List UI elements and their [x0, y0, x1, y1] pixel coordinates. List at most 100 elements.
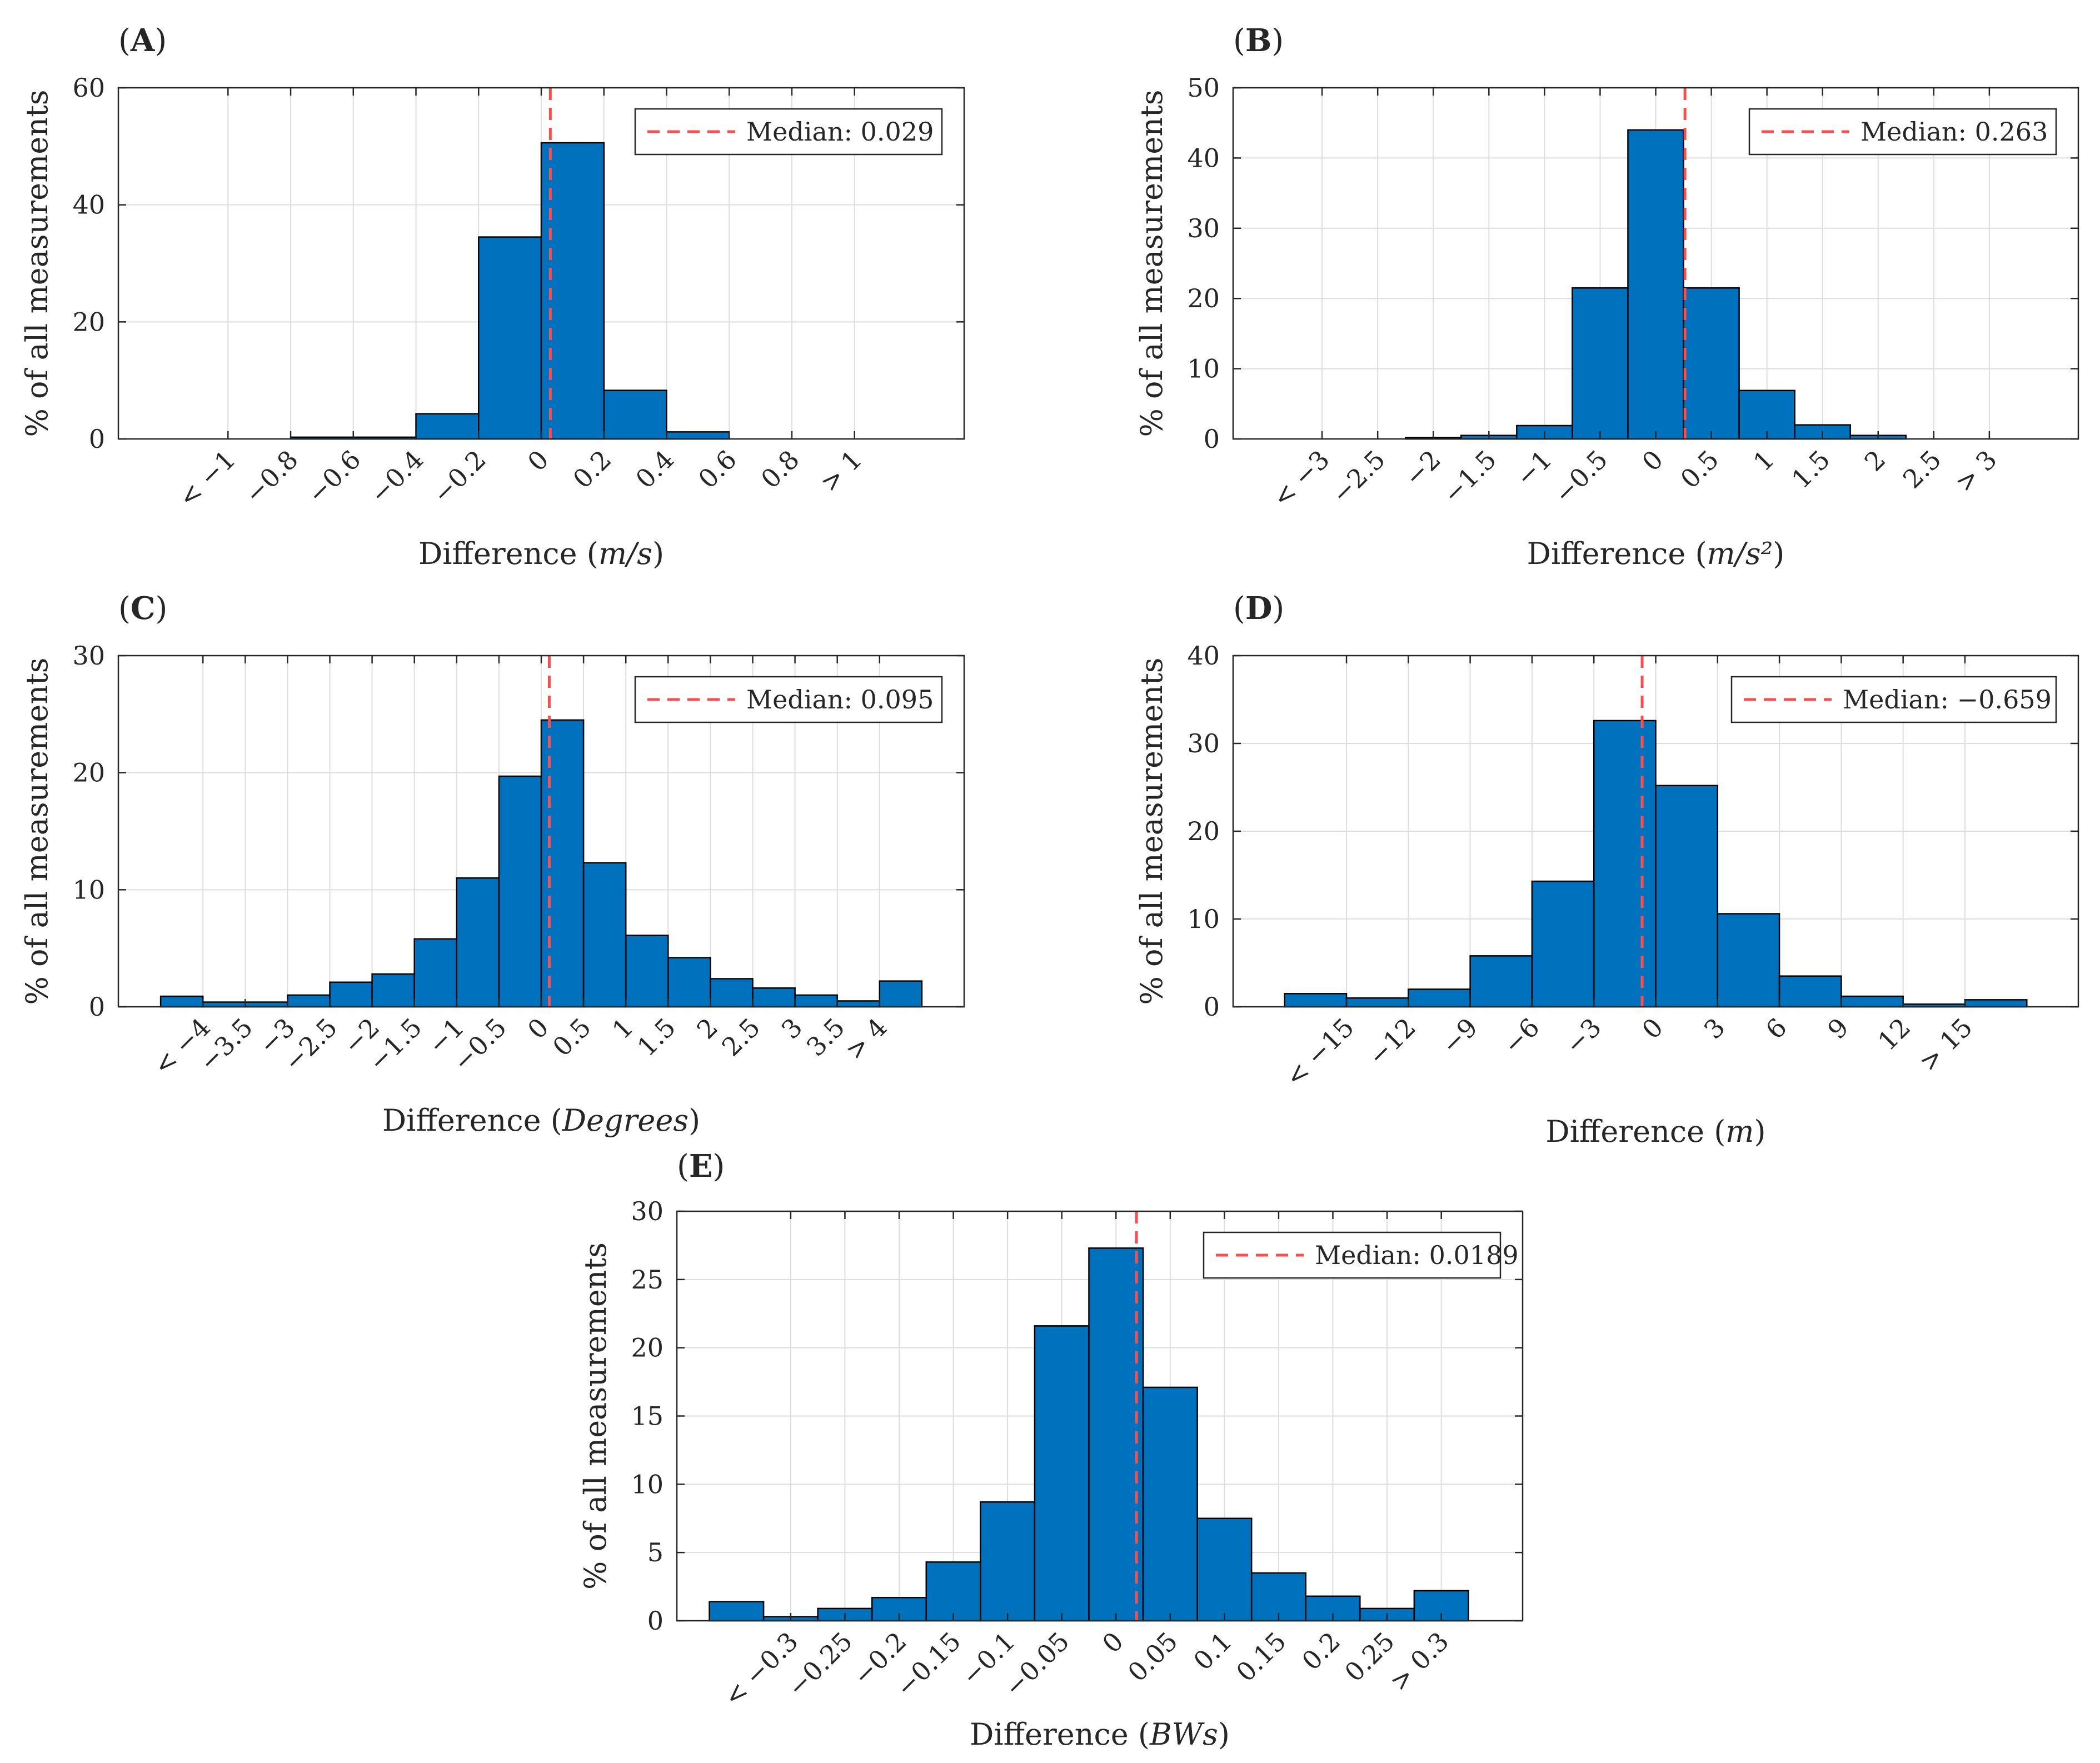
legend-median-label: Median: 0.263 — [1860, 117, 2048, 147]
x-tick-label: > 4 — [839, 1012, 892, 1066]
x-tick-label: −6 — [1498, 1012, 1545, 1060]
legend-median-label: Median: 0.095 — [746, 685, 934, 715]
x-tick-label: −1 — [1510, 445, 1558, 492]
x-tick-label: 0.15 — [1230, 1626, 1292, 1688]
legend: Median: 0.0189 — [1203, 1231, 1519, 1279]
x-tick-label: 0 — [522, 445, 555, 477]
histogram-bar — [879, 980, 923, 1008]
x-tick-label: > 3 — [1949, 445, 2002, 498]
x-axis-label: Difference (m) — [1545, 1114, 1765, 1149]
y-tick-label: 0 — [1204, 424, 1220, 454]
y-tick-label: 10 — [72, 875, 105, 905]
histogram-bar — [582, 862, 627, 1008]
x-tick-label: > 15 — [1913, 1012, 1978, 1077]
histogram-bar — [1345, 997, 1409, 1008]
x-tick-label: 0.2 — [567, 445, 617, 495]
histogram-bar — [456, 877, 500, 1008]
histogram-bar — [836, 1000, 881, 1008]
x-tick-label: −0.2 — [427, 445, 492, 510]
y-tick-label: 30 — [72, 641, 105, 671]
histogram-bar — [1840, 995, 1904, 1008]
x-tick-label: 0.4 — [630, 445, 680, 495]
y-axis-label: % of all measurements — [19, 89, 54, 437]
chart-panel-A: 0 20 40 60 < −1−0.8−0.6−0.4−0.2 0 0.2 0.4 0.6 0.8… — [19, 22, 965, 571]
x-tick-label: 0.2 — [1296, 1626, 1346, 1676]
x-tick-label: < −0.3 — [718, 1626, 804, 1712]
y-tick-label: 20 — [72, 758, 105, 788]
x-tick-label: 1 — [1748, 445, 1780, 477]
x-axis-label: Difference (BWs) — [970, 1717, 1230, 1752]
x-tick-label: > 0.3 — [1384, 1626, 1455, 1697]
x-tick-label: 0.6 — [692, 445, 742, 495]
histogram-bar — [1469, 955, 1533, 1008]
y-tick-label: 10 — [1187, 904, 1220, 934]
panel-label: (B) — [1233, 22, 1284, 59]
legend: Median: 0.029 — [634, 108, 943, 156]
legend: Median: 0.095 — [634, 676, 943, 723]
y-tick-label: 30 — [1187, 213, 1220, 243]
histogram-bar — [1572, 287, 1629, 440]
x-tick-label: > 1 — [814, 445, 867, 498]
histogram-bar — [415, 413, 480, 440]
x-tick-label: 3 — [1698, 1012, 1731, 1045]
histogram-bar — [1250, 1572, 1306, 1622]
x-tick-label: −1.5 — [1437, 445, 1502, 510]
legend: Median: −0.659 — [1730, 676, 2057, 723]
y-tick-label: 20 — [631, 1333, 664, 1363]
legend-box — [1203, 1231, 1502, 1279]
legend-box — [634, 676, 943, 723]
y-tick-label: 0 — [647, 1606, 664, 1636]
histogram-bar — [245, 1001, 288, 1008]
histogram-bar — [1284, 993, 1348, 1008]
y-axis-label: % of all measurements — [1134, 657, 1169, 1005]
x-tick-label: 0 — [1636, 445, 1669, 477]
histogram-bar — [925, 1561, 981, 1622]
histogram-bar — [1531, 880, 1595, 1008]
legend-median-label: Median: 0.0189 — [1315, 1240, 1519, 1270]
histogram-bar — [540, 719, 585, 1008]
x-tick-label: −12 — [1362, 1012, 1421, 1072]
x-tick-label: 1.5 — [631, 1012, 681, 1062]
legend-box — [1748, 108, 2057, 156]
y-tick-label: 60 — [72, 73, 105, 103]
histogram-bar — [794, 994, 838, 1008]
histogram-bar — [1034, 1325, 1090, 1622]
histogram-bar — [1142, 1386, 1198, 1622]
y-tick-label: 20 — [72, 307, 105, 337]
y-tick-label: 0 — [89, 424, 105, 454]
histogram-bar — [625, 935, 669, 1008]
x-tick-label: 2 — [1859, 445, 1892, 477]
histogram-bar — [159, 995, 204, 1008]
x-tick-label: < −1 — [172, 445, 241, 513]
histogram-bar — [710, 978, 754, 1008]
x-tick-label: 6 — [1760, 1012, 1793, 1045]
histogram-bar — [1964, 999, 2028, 1008]
histogram-bar — [287, 994, 331, 1008]
x-tick-label: −2 — [1399, 445, 1446, 492]
x-tick-label: 0.5 — [547, 1012, 597, 1062]
histogram-bar — [667, 957, 711, 1008]
panel-label: (D) — [1233, 590, 1284, 627]
histogram-bar — [202, 1001, 246, 1008]
histogram-bar — [709, 1601, 765, 1622]
legend-median-label: Median: 0.029 — [746, 117, 934, 147]
histogram-bar — [329, 981, 373, 1008]
x-tick-label: 0.1 — [1188, 1626, 1238, 1676]
x-axis-label: Difference (m/s²) — [1527, 536, 1785, 571]
y-axis-label: % of all measurements — [19, 657, 54, 1005]
histogram-bar — [1738, 389, 1795, 440]
x-tick-label: −2.5 — [1326, 445, 1391, 510]
x-tick-label: 2.5 — [716, 1012, 766, 1062]
x-tick-label: 9 — [1822, 1012, 1854, 1045]
panel-label: (E) — [677, 1148, 725, 1185]
y-tick-label: 0 — [89, 992, 105, 1022]
y-tick-label: 30 — [1187, 728, 1220, 758]
x-tick-label: 0.8 — [755, 445, 805, 495]
histogram-bar — [1655, 785, 1719, 1008]
y-axis-label: % of all measurements — [1134, 89, 1169, 437]
x-tick-label: −9 — [1435, 1012, 1483, 1060]
histogram-bar — [1196, 1517, 1253, 1622]
